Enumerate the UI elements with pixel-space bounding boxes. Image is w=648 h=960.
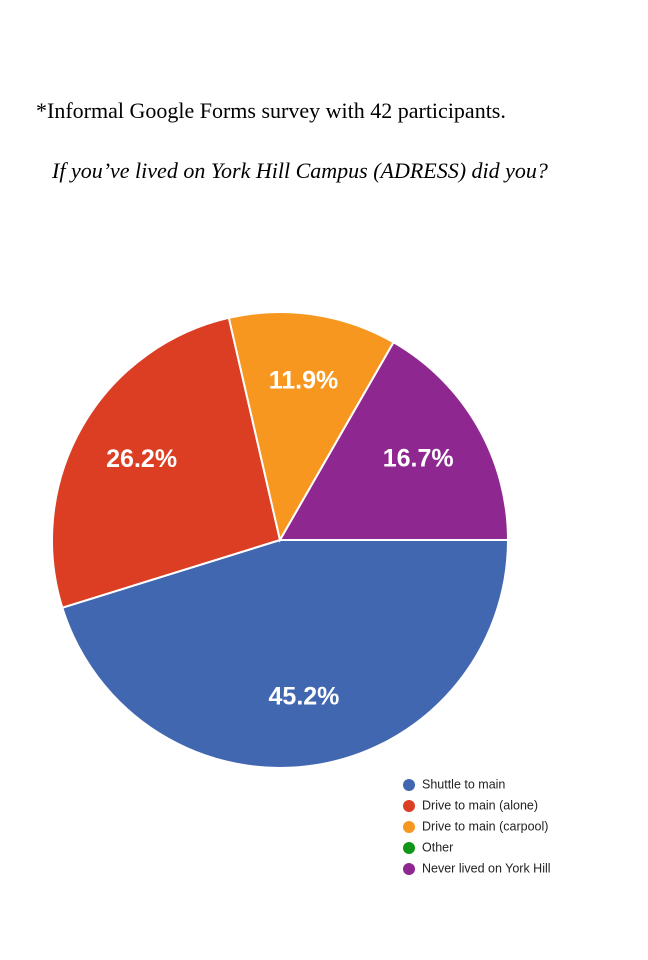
- chart-subtitle: If you’ve lived on York Hill Campus (ADR…: [51, 158, 548, 183]
- legend-label: Drive to main (alone): [422, 798, 538, 812]
- legend-label: Other: [422, 840, 453, 854]
- legend-swatch: [403, 842, 415, 854]
- legend-swatch: [403, 800, 415, 812]
- legend-label: Never lived on York Hill: [422, 861, 551, 875]
- legend-label: Drive to main (carpool): [422, 819, 548, 833]
- pie-slice: [51, 316, 282, 609]
- legend-swatch: [403, 863, 415, 875]
- value-label: 11.9%: [269, 367, 339, 395]
- legend-label: Shuttle to main: [422, 777, 505, 791]
- value-label: 16.7%: [383, 445, 454, 473]
- pie-slice: [227, 311, 395, 543]
- legend-swatch: [403, 821, 415, 833]
- pie-slice: [61, 539, 510, 769]
- value-label: 26.2%: [106, 445, 177, 473]
- legend-swatch: [403, 779, 415, 791]
- value-label: 45.2%: [269, 682, 340, 710]
- pie-slice: [278, 340, 510, 541]
- chart-title: *Informal Google Forms survey with 42 pa…: [36, 98, 506, 123]
